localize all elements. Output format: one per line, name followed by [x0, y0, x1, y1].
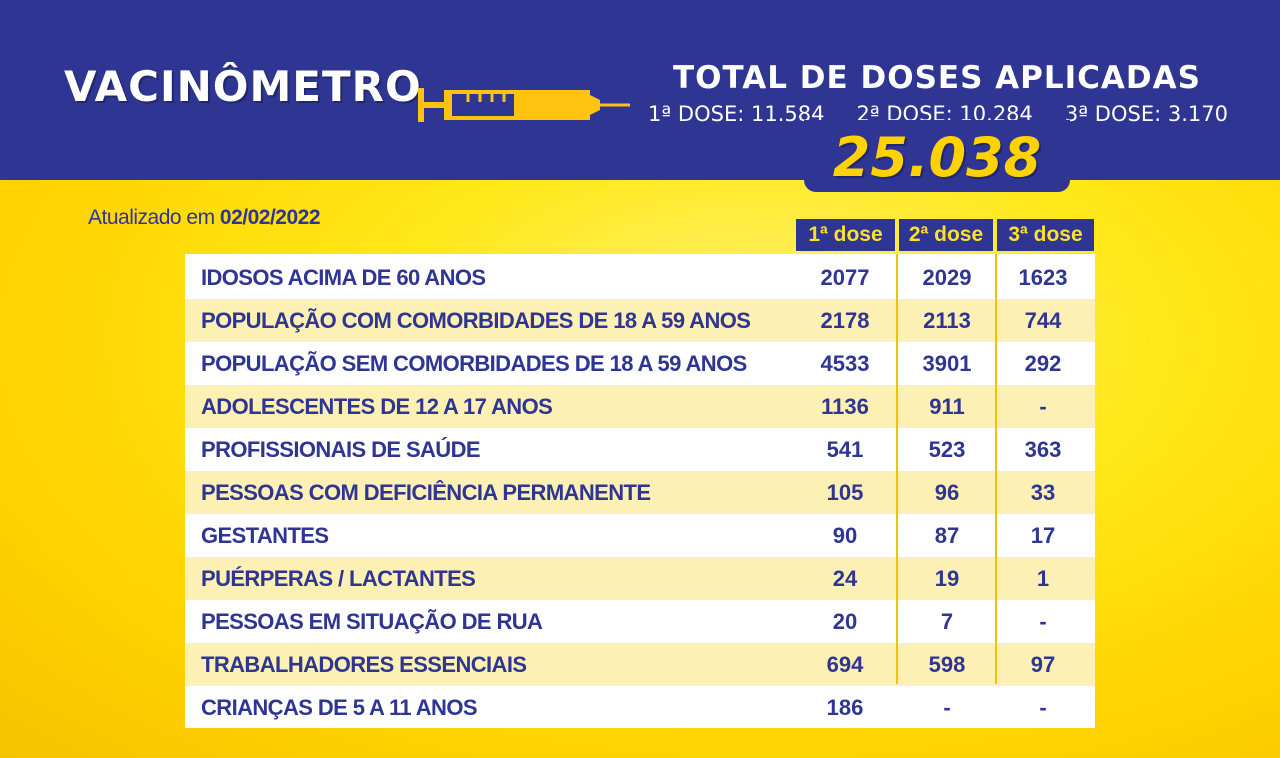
total-title: TOTAL DE DOSES APLICADAS: [673, 60, 1201, 96]
table-row: PUÉRPERAS / LACTANTES 24 19 1: [185, 557, 1095, 600]
row-value-d3: 33: [1030, 479, 1056, 505]
syringe-icon: [418, 88, 630, 122]
row-label: GESTANTES: [201, 522, 329, 548]
row-value-d1: 1136: [821, 393, 869, 419]
row-label: TRABALHADORES ESSENCIAIS: [201, 651, 527, 677]
column-divider: [995, 254, 997, 684]
table-row: PESSOAS EM SITUAÇÃO DE RUA 20 7 -: [185, 600, 1095, 643]
table-row: PESSOAS COM DEFICIÊNCIA PERMANENTE 105 96 3…: [185, 471, 1095, 514]
table-row: ADOLESCENTES DE 12 A 17 ANOS 1136 911 -: [185, 385, 1095, 428]
row-value-d3: -: [1039, 694, 1047, 720]
table-row: CRIANÇAS DE 5 A 11 ANOS 186 - -: [185, 686, 1095, 729]
table-row: TRABALHADORES ESSENCIAIS 694 598 97: [185, 643, 1095, 686]
vacinometro-logo: VACINÔMETRO: [64, 62, 422, 111]
row-value-d2: 7: [940, 608, 954, 634]
row-value-d1: 20: [832, 608, 858, 634]
row-value-d3: 292: [1024, 350, 1062, 376]
row-label: ADOLESCENTES DE 12 A 17 ANOS: [201, 393, 553, 419]
row-label: CRIANÇAS DE 5 A 11 ANOS: [201, 694, 478, 720]
row-label: POPULAÇÃO SEM COMORBIDADES DE 18 A 59 AN…: [201, 350, 747, 376]
updated-date-value: 02/02/2022: [219, 206, 321, 229]
row-value-d2: -: [943, 694, 951, 720]
row-value-d1: 4533: [820, 350, 870, 376]
row-value-d3: 97: [1030, 651, 1056, 677]
row-value-d2: 2113: [923, 307, 971, 333]
row-label: PROFISSIONAIS DE SAÚDE: [201, 436, 481, 462]
table-row: IDOSOS ACIMA DE 60 ANOS 2077 2029 1623: [185, 256, 1095, 299]
row-value-d1: 186: [826, 694, 864, 720]
row-value-d2: 598: [928, 651, 966, 677]
row-label: PUÉRPERAS / LACTANTES: [201, 565, 476, 591]
row-value-d3: 1623: [1018, 264, 1068, 290]
row-value-d2: 19: [934, 565, 960, 591]
row-value-d1: 541: [826, 436, 864, 462]
table-row: PROFISSIONAIS DE SAÚDE 541 523 363: [185, 428, 1095, 471]
row-value-d3: -: [1039, 608, 1047, 634]
row-label: PESSOAS COM DEFICIÊNCIA PERMANENTE: [201, 479, 651, 505]
row-value-d1: 2178: [820, 307, 870, 333]
updated-prefix: Atualizado em: [88, 206, 220, 229]
table-row: POPULAÇÃO COM COMORBIDADES DE 18 A 59 AN…: [185, 299, 1095, 342]
row-value-d2: 523: [928, 436, 966, 462]
total-tab: [804, 120, 1070, 192]
total-value: 25.038: [832, 126, 1042, 189]
row-value-d1: 90: [832, 522, 858, 548]
dose1-summary: 1ª DOSE: 11.584: [648, 102, 825, 126]
row-label: IDOSOS ACIMA DE 60 ANOS: [201, 264, 486, 290]
row-label: POPULAÇÃO COM COMORBIDADES DE 18 A 59 AN…: [201, 307, 751, 333]
row-value-d3: 17: [1030, 522, 1056, 548]
row-value-d2: 911: [929, 393, 965, 419]
column-header-dose1: 1ª dose: [796, 219, 895, 251]
row-value-d1: 2077: [820, 264, 870, 290]
row-value-d2: 3901: [922, 350, 972, 376]
row-value-d2: 96: [934, 479, 960, 505]
row-value-d3: 1: [1036, 565, 1050, 591]
table-row: POPULAÇÃO SEM COMORBIDADES DE 18 A 59 AN…: [185, 342, 1095, 385]
row-value-d1: 694: [826, 651, 864, 677]
dose3-summary: 3ª DOSE: 3.170: [1064, 102, 1228, 126]
vaccination-table: IDOSOS ACIMA DE 60 ANOS 2077 2029 1623 POPUL…: [185, 254, 1095, 728]
row-value-d1: 105: [826, 479, 864, 505]
row-value-d2: 87: [934, 522, 960, 548]
row-value-d3: 363: [1024, 436, 1062, 462]
column-header-dose2: 2ª dose: [899, 219, 993, 251]
row-label: PESSOAS EM SITUAÇÃO DE RUA: [201, 608, 543, 634]
table-row: GESTANTES 90 87 17: [185, 514, 1095, 557]
column-header-dose3: 3ª dose: [997, 219, 1094, 251]
row-value-d1: 24: [832, 565, 858, 591]
updated-date: Atualizado em 02/02/2022: [88, 206, 321, 230]
row-value-d3: -: [1039, 393, 1047, 419]
column-divider: [896, 254, 898, 684]
row-value-d3: 744: [1024, 307, 1062, 333]
row-value-d2: 2029: [922, 264, 972, 290]
